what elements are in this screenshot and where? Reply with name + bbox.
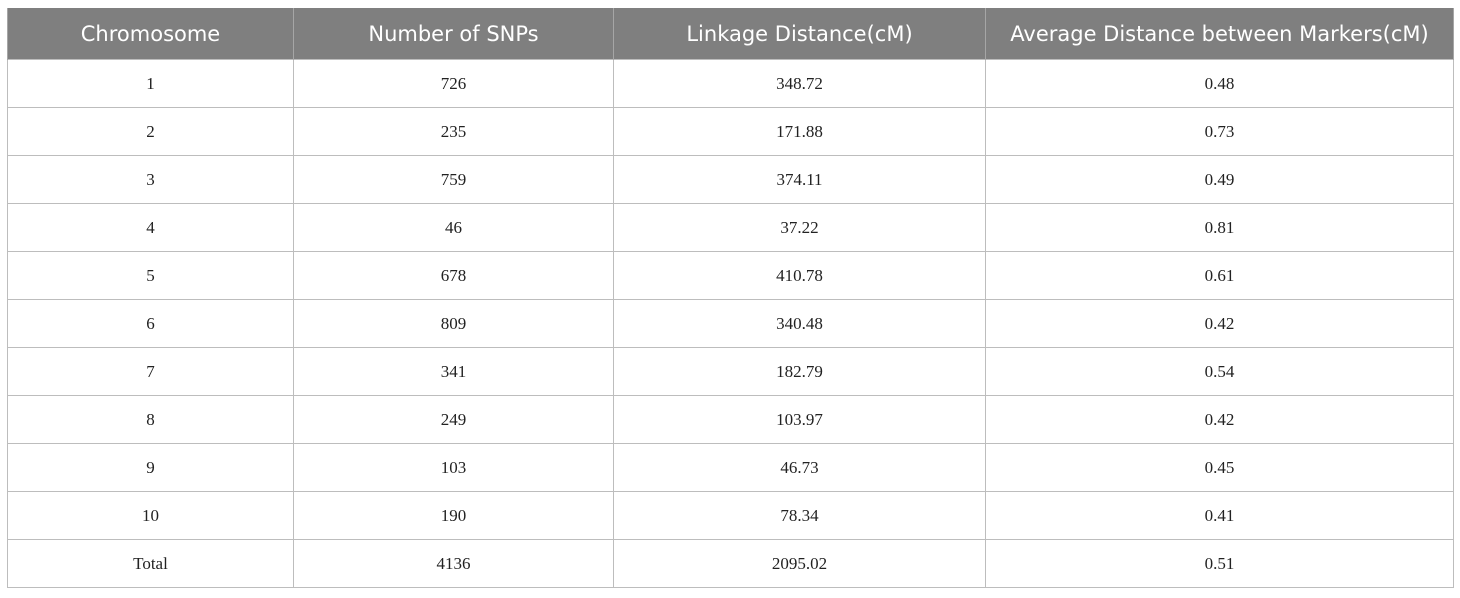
snp-linkage-table-container: Chromosome Number of SNPs Linkage Distan… <box>7 8 1454 588</box>
cell-average-distance: 0.42 <box>985 299 1454 348</box>
cell-linkage-distance: 340.48 <box>613 299 986 348</box>
cell-linkage-distance: 103.97 <box>613 395 986 444</box>
cell-number-of-snps: 235 <box>293 107 614 156</box>
header-number-of-snps: Number of SNPs <box>293 8 614 60</box>
cell-chromosome: 4 <box>7 203 294 252</box>
table-row: 7 341 182.79 0.54 <box>7 347 1454 396</box>
snp-linkage-table: Chromosome Number of SNPs Linkage Distan… <box>7 8 1454 588</box>
cell-linkage-distance: 374.11 <box>613 155 986 204</box>
table-row: 3 759 374.11 0.49 <box>7 155 1454 204</box>
cell-chromosome: 7 <box>7 347 294 396</box>
table-row: 5 678 410.78 0.61 <box>7 251 1454 300</box>
header-chromosome: Chromosome <box>7 8 294 60</box>
cell-linkage-distance: 182.79 <box>613 347 986 396</box>
cell-average-distance: 0.73 <box>985 107 1454 156</box>
cell-average-distance: 0.61 <box>985 251 1454 300</box>
cell-chromosome: 3 <box>7 155 294 204</box>
cell-number-of-snps: 726 <box>293 59 614 108</box>
table-header: Chromosome Number of SNPs Linkage Distan… <box>7 8 1454 60</box>
cell-number-of-snps: 46 <box>293 203 614 252</box>
cell-chromosome: 2 <box>7 107 294 156</box>
cell-linkage-distance: 410.78 <box>613 251 986 300</box>
table-body: 1 726 348.72 0.48 2 235 171.88 0.73 3 759 374.11 0.… <box>7 59 1454 588</box>
cell-chromosome: 5 <box>7 251 294 300</box>
cell-linkage-distance: 46.73 <box>613 443 986 492</box>
cell-number-of-snps: 190 <box>293 491 614 540</box>
cell-average-distance: 0.48 <box>985 59 1454 108</box>
cell-chromosome: 9 <box>7 443 294 492</box>
table-row: 4 46 37.22 0.81 <box>7 203 1454 252</box>
cell-chromosome: 1 <box>7 59 294 108</box>
cell-average-distance: 0.42 <box>985 395 1454 444</box>
table-row: 2 235 171.88 0.73 <box>7 107 1454 156</box>
cell-number-of-snps: 103 <box>293 443 614 492</box>
header-average-distance: Average Distance between Markers(cM) <box>985 8 1454 60</box>
cell-linkage-distance: 78.34 <box>613 491 986 540</box>
table-row: Total 4136 2095.02 0.51 <box>7 539 1454 588</box>
cell-chromosome: 6 <box>7 299 294 348</box>
cell-linkage-distance: 171.88 <box>613 107 986 156</box>
cell-number-of-snps: 4136 <box>293 539 614 588</box>
table-row: 9 103 46.73 0.45 <box>7 443 1454 492</box>
cell-chromosome: 10 <box>7 491 294 540</box>
cell-average-distance: 0.54 <box>985 347 1454 396</box>
cell-linkage-distance: 37.22 <box>613 203 986 252</box>
cell-number-of-snps: 678 <box>293 251 614 300</box>
cell-number-of-snps: 759 <box>293 155 614 204</box>
cell-average-distance: 0.45 <box>985 443 1454 492</box>
table-row: 10 190 78.34 0.41 <box>7 491 1454 540</box>
header-row: Chromosome Number of SNPs Linkage Distan… <box>7 8 1454 60</box>
cell-chromosome: Total <box>7 539 294 588</box>
cell-number-of-snps: 809 <box>293 299 614 348</box>
cell-number-of-snps: 341 <box>293 347 614 396</box>
table-row: 1 726 348.72 0.48 <box>7 59 1454 108</box>
cell-number-of-snps: 249 <box>293 395 614 444</box>
table-row: 6 809 340.48 0.42 <box>7 299 1454 348</box>
cell-average-distance: 0.41 <box>985 491 1454 540</box>
cell-average-distance: 0.51 <box>985 539 1454 588</box>
header-linkage-distance: Linkage Distance(cM) <box>613 8 986 60</box>
cell-average-distance: 0.81 <box>985 203 1454 252</box>
table-row: 8 249 103.97 0.42 <box>7 395 1454 444</box>
cell-linkage-distance: 2095.02 <box>613 539 986 588</box>
cell-chromosome: 8 <box>7 395 294 444</box>
cell-linkage-distance: 348.72 <box>613 59 986 108</box>
cell-average-distance: 0.49 <box>985 155 1454 204</box>
